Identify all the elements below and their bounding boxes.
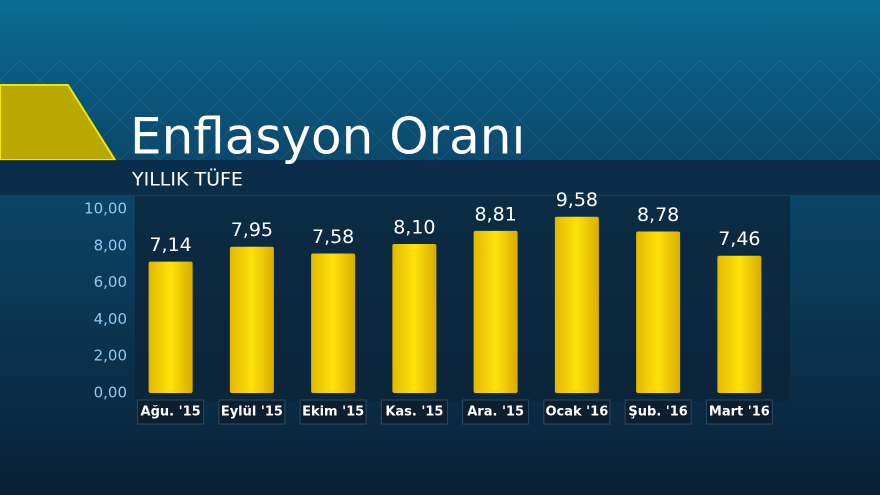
y-tick-label: 4,00 xyxy=(94,310,127,328)
x-tick-label: Ağu. '15 xyxy=(141,405,201,420)
y-tick-label: 2,00 xyxy=(94,347,127,365)
subtitle-band xyxy=(0,160,880,195)
category-box xyxy=(380,399,448,425)
x-tick-label: Şub. '16 xyxy=(628,405,687,420)
bar xyxy=(148,261,193,393)
value-label: 8,78 xyxy=(637,204,679,226)
value-label: 7,14 xyxy=(149,234,191,256)
y-tick-label: 10,00 xyxy=(84,200,127,218)
y-tick-label: 0,00 xyxy=(94,384,127,402)
bar xyxy=(392,243,437,393)
category-box xyxy=(462,399,530,425)
bar xyxy=(311,253,356,393)
category-box xyxy=(624,399,692,425)
value-label: 7,58 xyxy=(312,226,354,248)
x-tick-label: Ocak '16 xyxy=(545,405,608,420)
category-box xyxy=(299,399,367,425)
chart-title: Enflasyon Oranı xyxy=(130,108,525,166)
x-tick-label: Kas. '15 xyxy=(385,405,443,420)
category-box xyxy=(705,399,773,425)
category-box xyxy=(137,399,205,425)
y-tick-label: 8,00 xyxy=(94,236,127,254)
value-label: 8,10 xyxy=(393,216,435,238)
y-tick-label: 6,00 xyxy=(94,273,127,291)
chart-subtitle: YILLIK TÜFE xyxy=(131,168,243,191)
x-tick-label: Ara. '15 xyxy=(467,405,524,420)
x-tick-label: Ekim '15 xyxy=(302,405,364,420)
value-label: 8,81 xyxy=(474,203,516,225)
bar xyxy=(473,230,518,393)
bar xyxy=(717,255,762,393)
category-box xyxy=(543,399,611,425)
x-tick-label: Mart '16 xyxy=(709,405,770,420)
x-tick-label: Eylül '15 xyxy=(221,405,283,420)
value-label: 9,58 xyxy=(556,189,598,211)
value-label: 7,46 xyxy=(718,228,760,250)
bar xyxy=(554,216,599,393)
value-label: 7,95 xyxy=(231,219,273,241)
bar xyxy=(636,231,681,393)
pattern xyxy=(0,60,880,160)
bar xyxy=(229,246,274,393)
category-box xyxy=(218,399,286,425)
